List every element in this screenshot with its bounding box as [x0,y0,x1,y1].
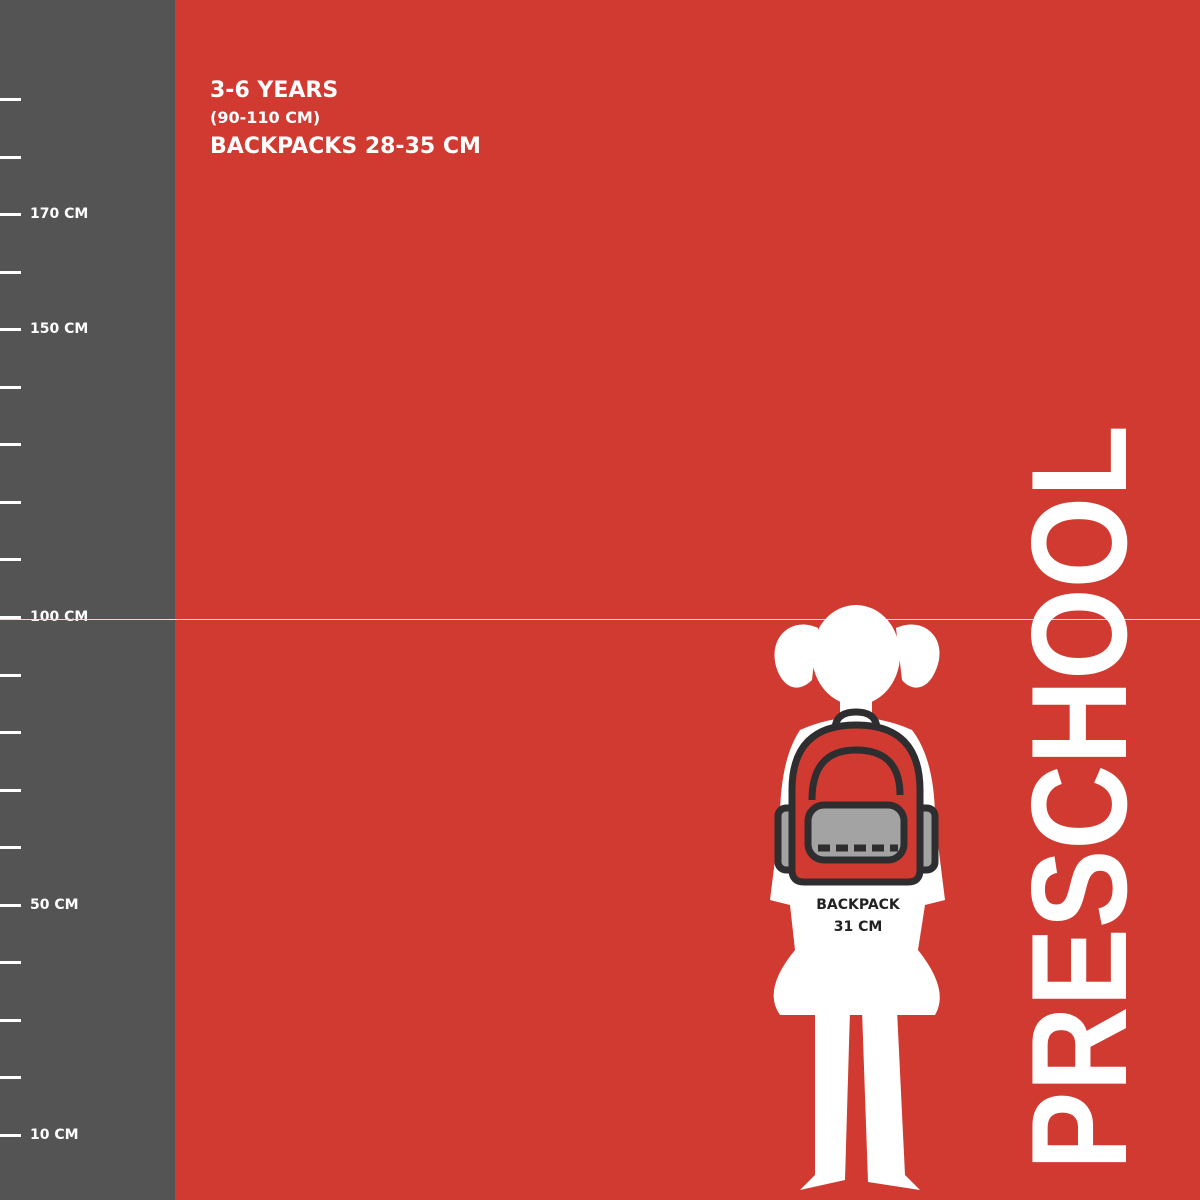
ruler-tick [0,98,21,101]
ruler-tick [0,615,21,619]
ruler-label: 150 CM [30,321,89,338]
age-range: 3-6 YEARS [210,78,339,103]
ruler-tick [0,1076,21,1080]
ruler-tick [0,961,21,965]
height-ruler: 170 CM 150 CM 100 CM 50 CM 10 CM [0,0,175,1200]
ruler-tick [0,1018,21,1022]
100cm-reference-line [0,619,1200,620]
ruler-label: 50 CM [30,896,79,913]
height-range: (90-110 CM) [210,108,321,127]
ruler-tick [0,558,21,562]
ruler-tick [0,213,21,217]
ruler-tick [0,155,21,159]
ruler-tick [0,1133,21,1137]
ruler-label: 170 CM [30,206,89,223]
ruler-label: 100 CM [30,608,89,625]
ruler-tick [0,903,21,907]
ruler-tick [0,846,21,850]
ruler-tick [0,673,21,677]
ruler-tick [0,500,21,504]
backpack-size: 31 CM [834,919,883,935]
ruler-tick [0,731,21,735]
ruler-tick [0,328,21,332]
backpack-range: BACKPACKS 28-35 CM [210,134,481,159]
category-title: PRESCHOOL [1003,425,1155,1170]
ruler-tick [0,788,21,792]
ruler-tick [0,270,21,274]
ruler-tick [0,385,21,389]
ruler-tick [0,443,21,447]
backpack-label: BACKPACK [816,897,901,913]
ruler-label: 10 CM [30,1126,79,1143]
backpack-icon [774,708,939,886]
